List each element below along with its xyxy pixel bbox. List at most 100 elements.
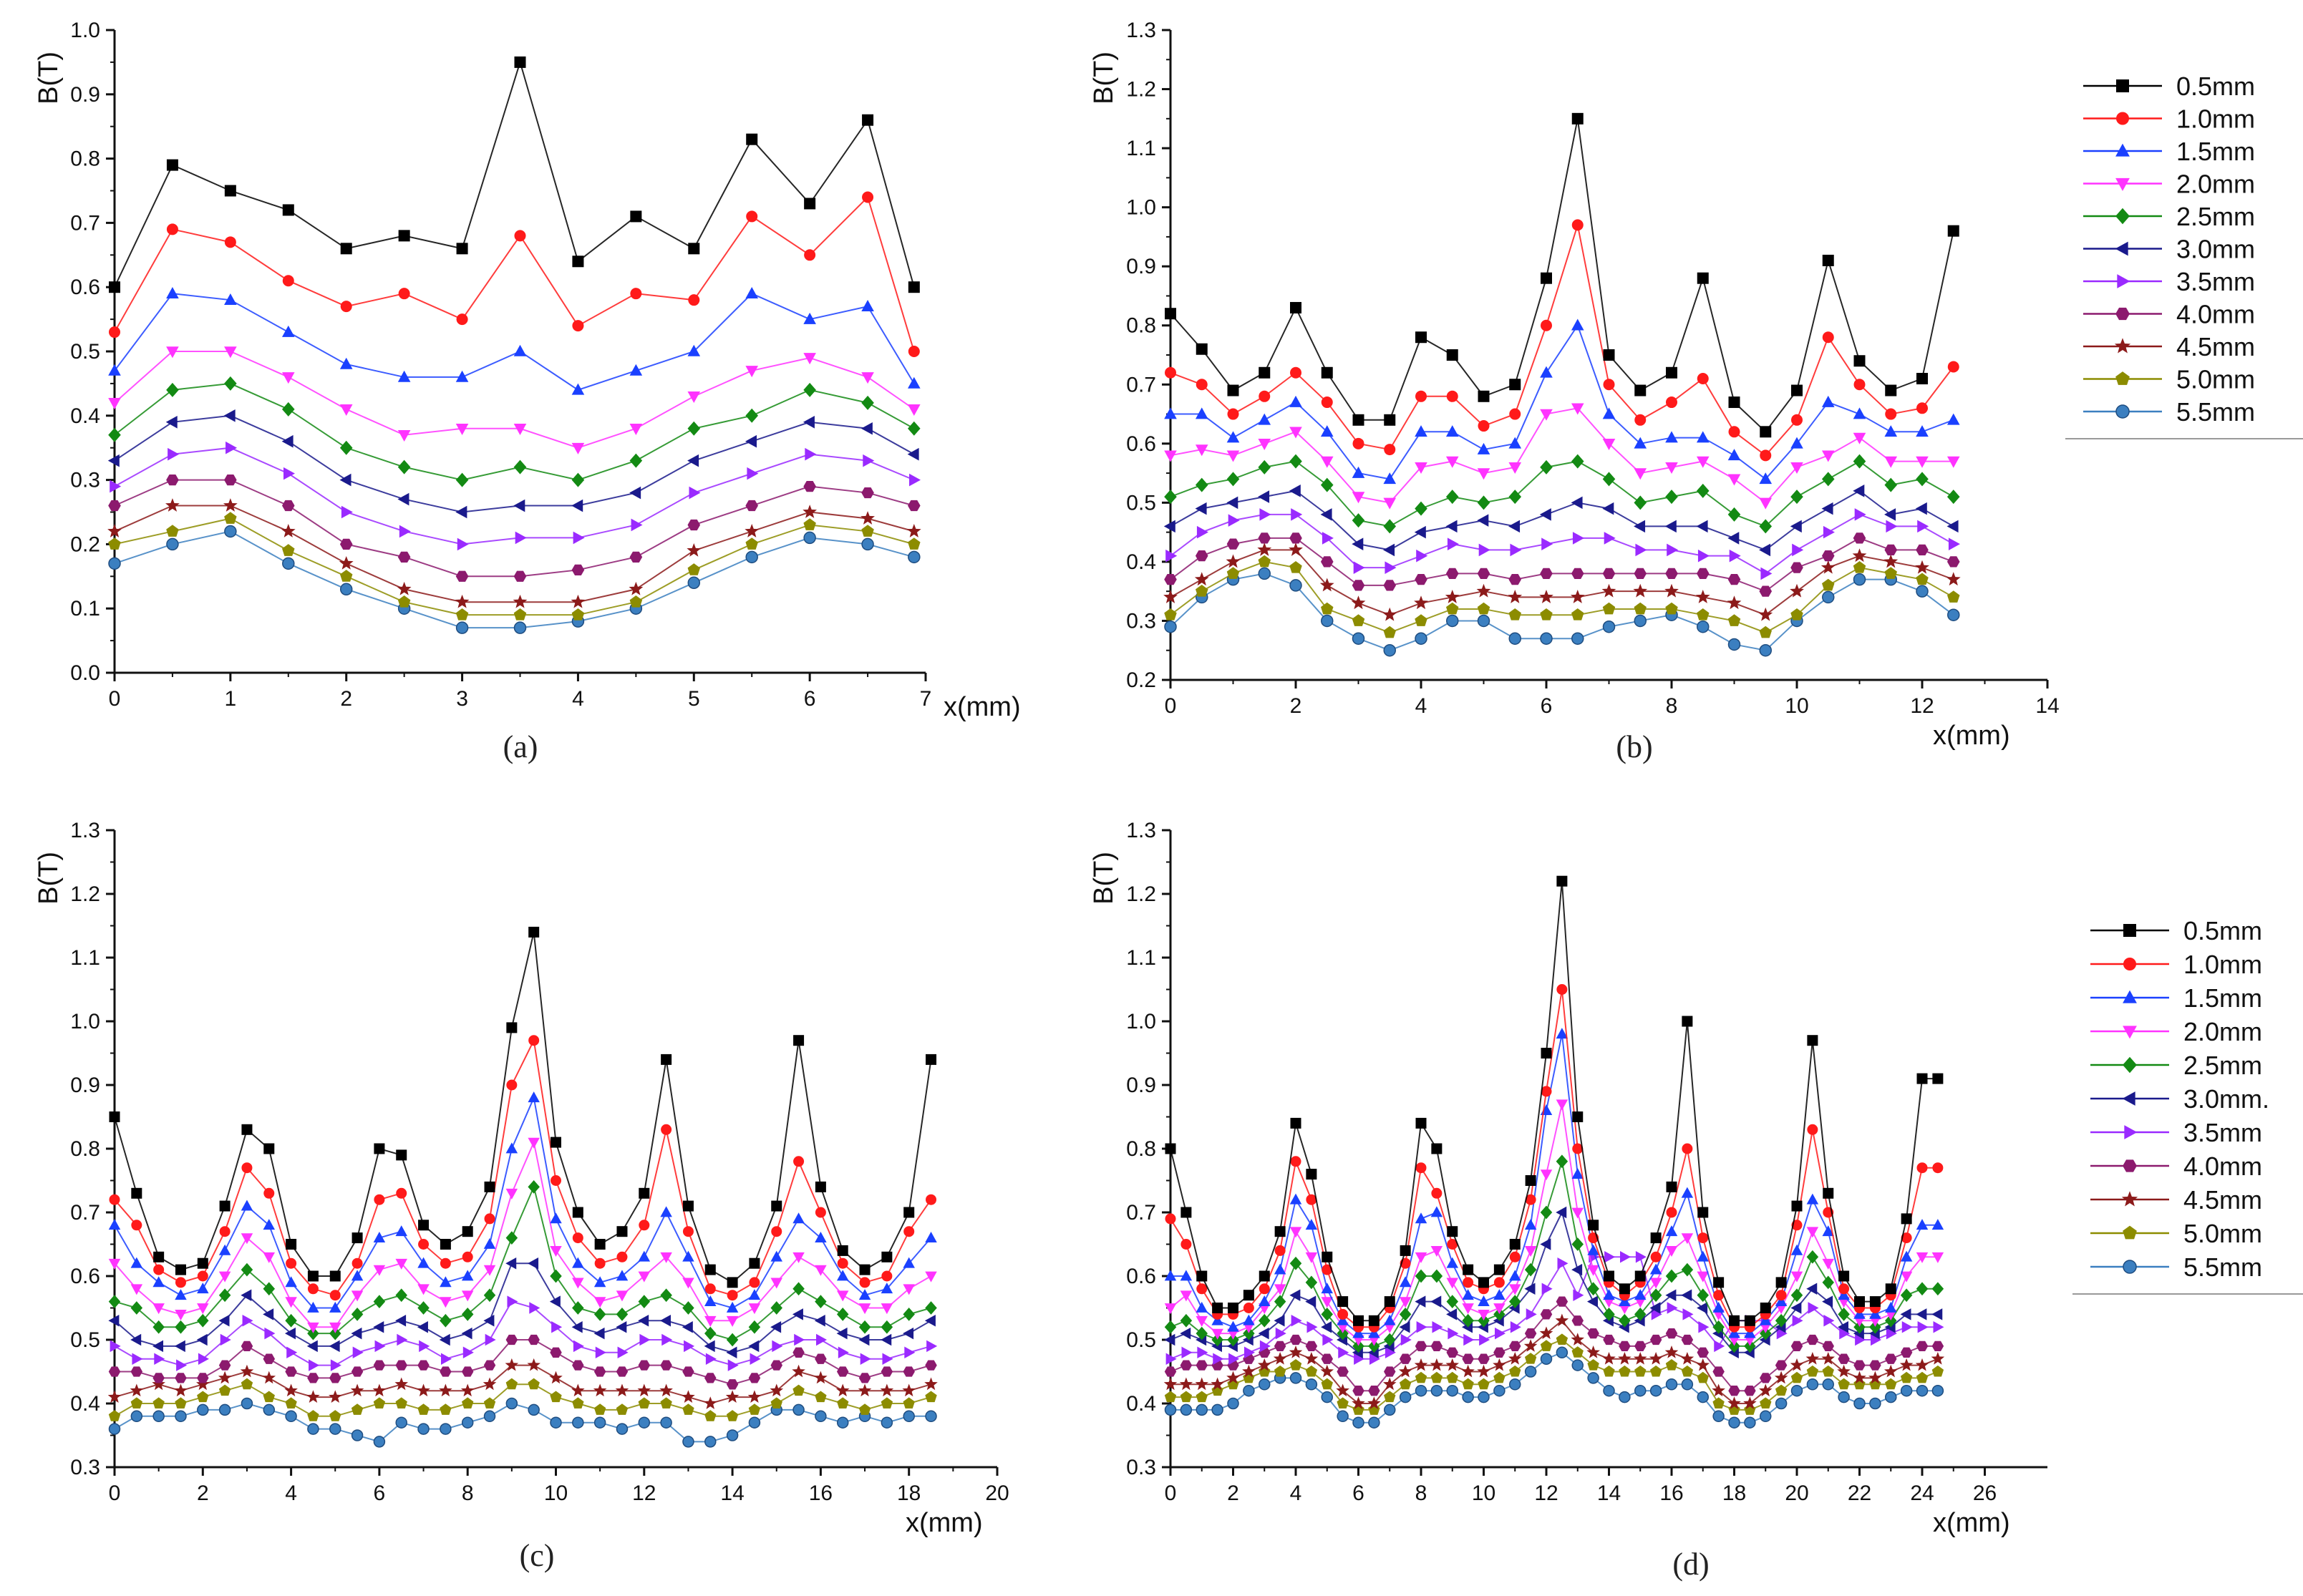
legend-marker	[2123, 924, 2136, 937]
data-point	[593, 1383, 607, 1397]
data-point	[166, 159, 178, 171]
data-point	[638, 1416, 651, 1429]
data-point	[1916, 373, 1928, 385]
data-point	[175, 1373, 187, 1383]
data-point	[1556, 984, 1568, 995]
data-point	[687, 542, 702, 557]
data-point	[282, 557, 295, 570]
data-point	[903, 1257, 915, 1268]
data-point	[1321, 1297, 1333, 1308]
series-line	[114, 382, 915, 481]
legend-entry: 4.0mm	[2090, 1152, 2262, 1181]
data-point	[1697, 1250, 1709, 1262]
data-point	[1384, 1403, 1396, 1416]
data-point	[1634, 1340, 1647, 1352]
data-point	[748, 1373, 761, 1383]
data-point	[792, 1364, 805, 1378]
data-point	[1195, 407, 1208, 419]
data-point	[770, 1383, 784, 1397]
x-tick-label: 16	[809, 1481, 833, 1505]
data-point	[1682, 1143, 1693, 1154]
data-point	[1540, 1104, 1553, 1115]
data-point	[1885, 1301, 1897, 1313]
data-point	[1367, 1396, 1381, 1409]
data-point	[373, 1231, 386, 1242]
data-point	[572, 1257, 584, 1268]
data-point	[281, 434, 294, 448]
data-point	[1462, 1303, 1474, 1315]
data-point	[1197, 1346, 1208, 1359]
data-point	[241, 1289, 252, 1301]
data-point	[1462, 1289, 1474, 1300]
data-point	[1634, 414, 1647, 426]
data-point	[1728, 1386, 1740, 1396]
data-point	[836, 1270, 849, 1281]
data-point	[1932, 1073, 1944, 1084]
series-35mm	[110, 1295, 938, 1371]
data-point	[1369, 1353, 1380, 1365]
data-point	[925, 1301, 937, 1315]
data-point	[108, 1295, 121, 1308]
data-point	[881, 1251, 893, 1262]
panel-b: 0.20.30.40.50.60.70.80.91.01.11.21.30 2 4 6…	[1089, 19, 2060, 764]
data-point	[1883, 554, 1899, 568]
data-point	[1821, 1351, 1836, 1365]
data-point	[1275, 1327, 1286, 1340]
data-point	[1760, 1303, 1771, 1313]
data-point	[419, 1340, 430, 1353]
data-point	[395, 1258, 407, 1270]
data-point	[1650, 1251, 1662, 1262]
data-point	[1540, 1353, 1553, 1365]
y-tick-label: 0.3	[70, 469, 100, 492]
data-point	[861, 487, 874, 499]
data-point	[1508, 632, 1521, 645]
data-point	[1649, 1334, 1662, 1346]
data-point	[595, 1346, 606, 1359]
data-point	[571, 608, 585, 621]
data-point	[746, 133, 758, 145]
data-point	[1493, 1347, 1506, 1358]
data-point	[1524, 1262, 1537, 1277]
data-point	[108, 500, 121, 512]
data-point	[745, 537, 758, 550]
data-point	[1447, 1239, 1458, 1250]
data-point	[1478, 1313, 1490, 1328]
data-point	[1665, 1269, 1678, 1283]
data-point	[1665, 1246, 1678, 1257]
x-tick-label: 1	[225, 687, 237, 711]
data-point	[593, 1327, 605, 1340]
series-line	[114, 414, 915, 513]
data-point	[351, 1327, 362, 1340]
data-point	[804, 249, 816, 261]
data-point	[1682, 1016, 1693, 1027]
data-point	[1664, 583, 1679, 598]
data-point	[1806, 1334, 1819, 1346]
data-point	[1305, 1365, 1318, 1377]
data-point	[1243, 1290, 1254, 1301]
data-point	[175, 1277, 186, 1288]
data-point	[660, 1288, 672, 1303]
data-point	[1915, 502, 1927, 515]
data-point	[1571, 496, 1583, 510]
data-point	[1305, 1295, 1317, 1308]
data-point	[1508, 462, 1522, 475]
data-point	[1399, 1308, 1412, 1321]
data-point	[770, 1397, 782, 1408]
data-point	[1243, 1303, 1254, 1313]
data-point	[593, 1308, 606, 1321]
x-tick-label: 8	[1415, 1481, 1427, 1505]
series-30mm	[108, 1257, 936, 1359]
data-point	[629, 364, 643, 376]
data-point	[396, 1149, 407, 1161]
data-point	[1478, 1353, 1490, 1364]
legend-label: 1.5mm	[2183, 983, 2262, 1013]
data-point	[1259, 1378, 1271, 1391]
data-point	[1853, 355, 1866, 367]
x-tick-label: 12	[632, 1481, 656, 1505]
series-50mm	[108, 1378, 937, 1421]
data-point	[1634, 495, 1647, 510]
data-point	[1759, 643, 1772, 657]
data-point	[1571, 1167, 1584, 1179]
data-point	[339, 555, 354, 570]
data-point	[571, 564, 585, 575]
